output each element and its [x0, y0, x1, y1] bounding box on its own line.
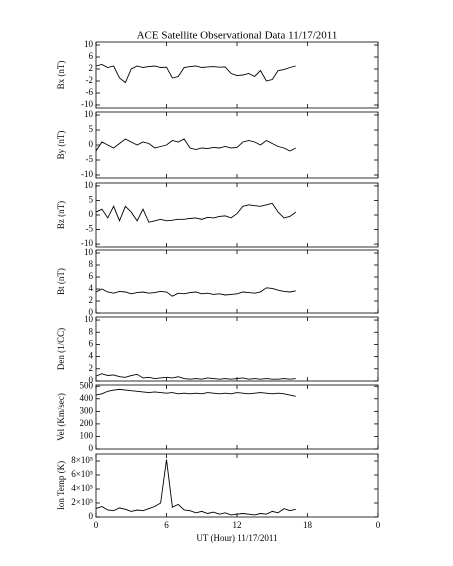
x-tick-label: 0	[376, 520, 381, 530]
chart-title: ACE Satellite Observational Data 11/17/2…	[137, 30, 338, 42]
panel-frame	[95, 41, 379, 109]
y-axis-label: Bt (nT)	[56, 268, 66, 295]
data-line	[95, 459, 296, 516]
x-axis-label: UT (Hour) 11/17/2011	[196, 533, 277, 543]
y-tick-label: 10	[84, 314, 94, 324]
y-tick-label: 4	[89, 351, 94, 361]
y-axis-label: Vel (Km/sec)	[56, 393, 66, 441]
y-tick-label: 0	[89, 307, 94, 317]
y-tick-label: 10	[84, 180, 94, 190]
panel-frame	[95, 111, 379, 179]
y-tick-label: -10	[81, 238, 93, 248]
y-tick-label: 10	[84, 109, 94, 119]
y-tick-label: 8×10⁵	[71, 455, 93, 465]
y-axis-label: Bx (nT)	[56, 61, 66, 90]
panel-frame	[95, 182, 379, 248]
y-tick-label: 2	[89, 63, 94, 73]
panel-frame	[95, 384, 379, 450]
y-tick-label: 5	[89, 124, 94, 134]
y-tick-label: 5	[89, 195, 94, 205]
y-tick-label: 8	[89, 259, 94, 269]
y-tick-label: 0	[89, 139, 94, 149]
panel-frame	[95, 453, 379, 518]
y-tick-label: 2	[89, 363, 94, 373]
y-tick-label: -10	[81, 169, 93, 179]
y-tick-label: 6	[89, 271, 94, 281]
y-tick-label: 200	[80, 418, 94, 428]
panel-frame	[95, 249, 379, 314]
x-tick-label: 0	[94, 520, 99, 530]
y-tick-label: 100	[80, 431, 94, 441]
y-tick-label: -10	[81, 99, 93, 109]
x-tick-label: 18	[303, 520, 313, 530]
panel-frame	[95, 316, 379, 382]
y-tick-label: 0	[89, 443, 94, 453]
y-tick-label: -6	[86, 87, 94, 97]
data-line	[95, 388, 296, 397]
y-tick-label: -5	[86, 154, 94, 164]
y-tick-label: 6	[89, 51, 94, 61]
y-axis-label: Ion Temp (K)	[56, 461, 66, 510]
y-tick-label: 2	[89, 295, 94, 305]
y-tick-label: 10	[84, 247, 94, 257]
y-tick-label: 300	[80, 405, 94, 415]
y-tick-label: 0	[89, 511, 94, 521]
y-tick-label: 0	[89, 209, 94, 219]
data-line	[95, 287, 296, 297]
y-tick-label: 0	[89, 375, 94, 385]
y-tick-label: 10	[84, 39, 94, 49]
data-line	[95, 138, 296, 152]
y-tick-label: 2×10⁵	[71, 497, 93, 507]
data-line	[95, 64, 296, 84]
data-line	[95, 373, 296, 380]
y-tick-label: -5	[86, 224, 94, 234]
y-tick-label: 4	[89, 283, 94, 293]
y-axis-label: Den (1/CC)	[56, 328, 66, 370]
y-tick-label: 500	[80, 380, 94, 390]
y-tick-label: 400	[80, 393, 94, 403]
x-tick-label: 6	[164, 520, 169, 530]
data-line	[95, 202, 297, 223]
y-tick-label: 4×10⁵	[71, 483, 93, 493]
y-tick-label: 6×10⁵	[71, 469, 93, 479]
y-tick-label: 6	[89, 338, 94, 348]
y-tick-label: -2	[86, 75, 94, 85]
y-tick-label: 8	[89, 326, 94, 336]
y-axis-label: By (nT)	[56, 131, 66, 160]
y-axis-label: Bz (nT)	[56, 201, 66, 229]
x-tick-label: 12	[233, 520, 242, 530]
